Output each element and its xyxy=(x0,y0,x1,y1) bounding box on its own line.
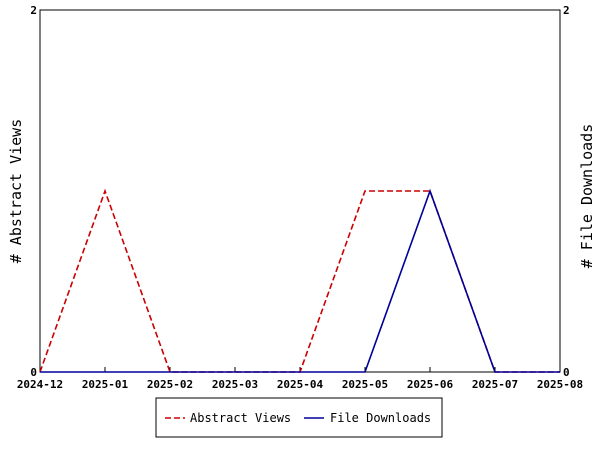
legend: Abstract Views File Downloads xyxy=(155,397,443,438)
legend-box xyxy=(155,397,443,438)
x-tick-label: 2025-04 xyxy=(277,378,324,391)
x-tick-label: 2025-06 xyxy=(407,378,454,391)
legend-label-abstract-views: Abstract Views xyxy=(190,411,291,425)
x-tick-label: 2025-07 xyxy=(472,378,518,391)
x-axis-ticks: 2024-12 2025-01 2025-02 2025-03 2025-04 2025-… xyxy=(17,367,583,391)
x-tick-label: 2025-05 xyxy=(342,378,388,391)
y-tick-label-right: 2 xyxy=(563,4,570,17)
x-tick-label: 2025-02 xyxy=(147,378,193,391)
legend-label-file-downloads: File Downloads xyxy=(330,411,431,425)
x-tick-label: 2025-08 xyxy=(537,378,583,391)
x-tick-label: 2025-03 xyxy=(212,378,258,391)
series-line-file-downloads xyxy=(40,188,560,373)
x-tick-label: 2025-01 xyxy=(82,378,129,391)
y-axis-label-left: # Abstract Views xyxy=(7,119,25,264)
y-tick-label-right: 0 xyxy=(563,366,570,379)
x-tick-label: 2024-12 xyxy=(17,378,63,391)
plot-area xyxy=(39,9,561,373)
y-tick-label-left: 2 xyxy=(30,4,37,17)
y-axis-label-right: # File Downloads xyxy=(578,124,596,269)
series-layer xyxy=(39,188,560,373)
y-tick-label-left: 0 xyxy=(30,366,37,379)
